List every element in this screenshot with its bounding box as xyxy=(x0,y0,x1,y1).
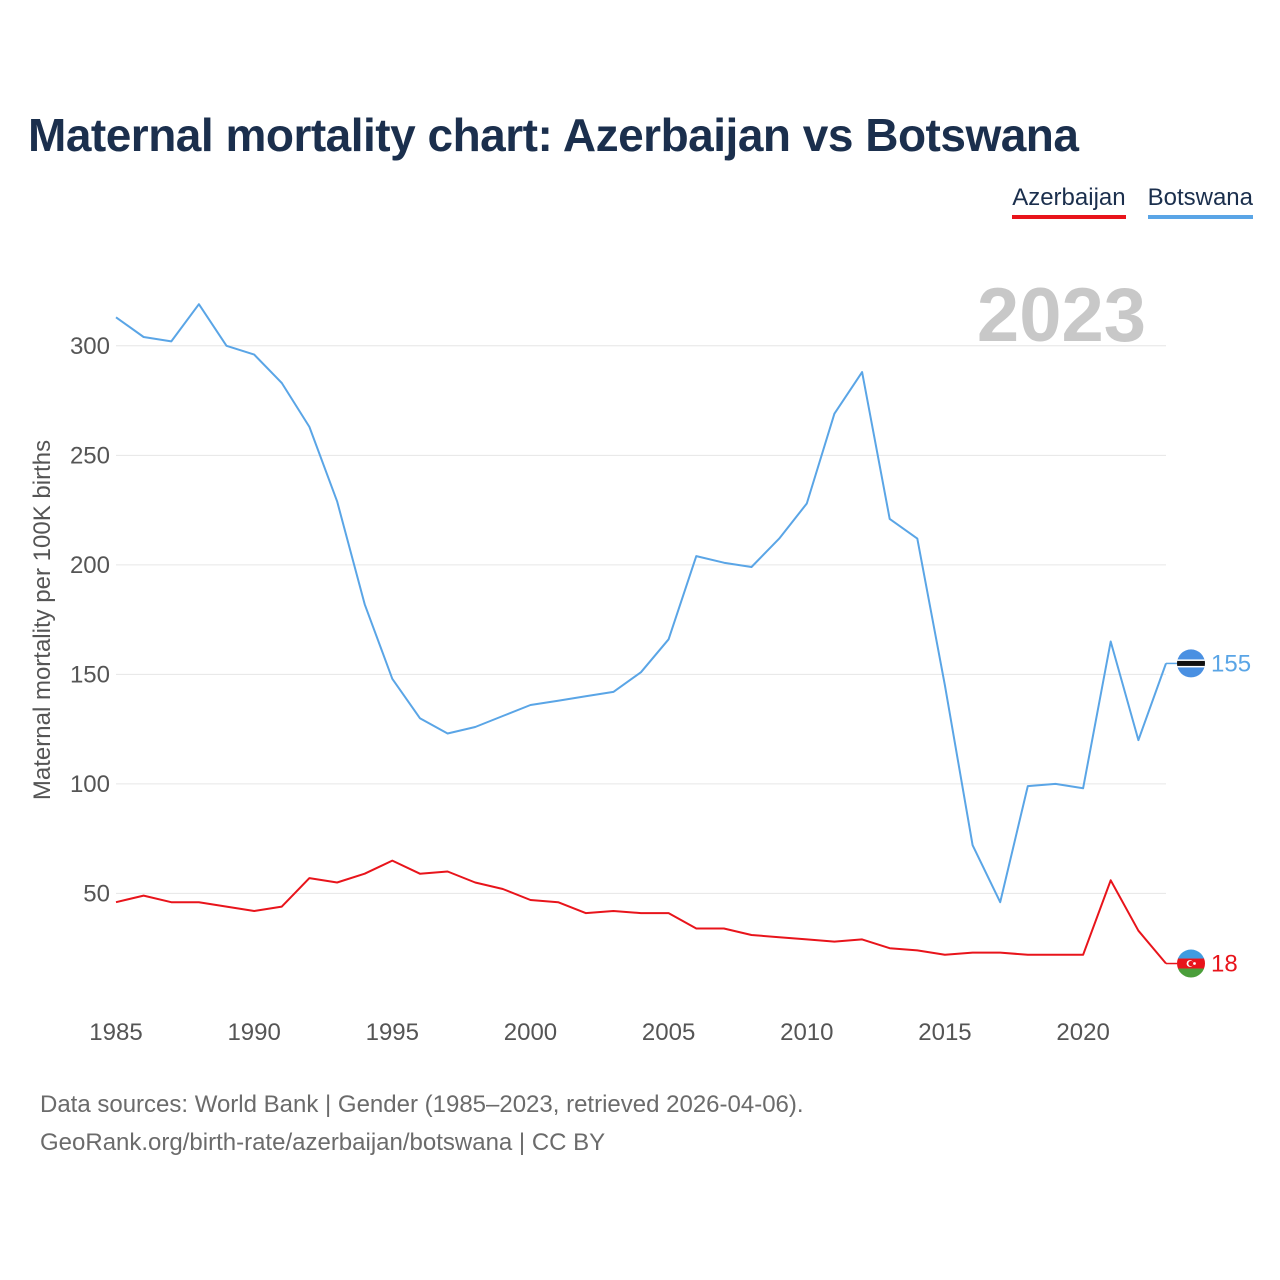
y-axis-ticks: 50 100 150 200 250 300 xyxy=(70,333,110,908)
x-tick-label: 2020 xyxy=(1056,1019,1109,1046)
x-tick-label: 1995 xyxy=(366,1019,419,1046)
x-tick-label: 2010 xyxy=(780,1019,833,1046)
series-line-botswana[interactable] xyxy=(115,303,1167,904)
flag-icon-botswana xyxy=(1166,649,1205,678)
line-chart: 2023 50 100 150 200 250 300 1985 1990 1995 2000 2… xyxy=(29,273,1251,1046)
y-tick-label: 200 xyxy=(70,552,110,579)
x-tick-label: 2015 xyxy=(918,1019,971,1046)
x-tick-label: 2005 xyxy=(642,1019,695,1046)
x-tick-label: 1990 xyxy=(227,1019,280,1046)
y-axis-label: Maternal mortality per 100K births xyxy=(29,440,56,800)
y-tick-label: 150 xyxy=(70,661,110,688)
year-watermark: 2023 xyxy=(977,273,1146,358)
legend: Azerbaijan Botswana xyxy=(1012,184,1253,219)
footer: Data sources: World Bank | Gender (1985–… xyxy=(40,1086,804,1162)
y-tick-label: 100 xyxy=(70,771,110,798)
end-label-botswana: 155 xyxy=(1211,650,1251,677)
x-tick-label: 1985 xyxy=(89,1019,142,1046)
y-tick-label: 50 xyxy=(83,880,110,907)
legend-item-botswana[interactable]: Botswana xyxy=(1147,184,1253,219)
y-tick-label: 300 xyxy=(70,333,110,360)
x-axis-ticks: 1985 1990 1995 2000 2005 2010 2015 2020 xyxy=(89,1019,1109,1046)
end-label-azerbaijan: 18 xyxy=(1211,951,1238,978)
series-line-azerbaijan[interactable] xyxy=(115,859,1167,965)
data-source-note: Data sources: World Bank | Gender (1985–… xyxy=(40,1091,804,1118)
chart-title: Maternal mortality chart: Azerbaijan vs … xyxy=(28,109,1079,161)
y-tick-label: 250 xyxy=(70,442,110,469)
source-url[interactable]: GeoRank.org/birth-rate/azerbaijan/botswa… xyxy=(40,1129,606,1156)
gridlines xyxy=(116,345,1166,894)
flag-icon-azerbaijan xyxy=(1166,949,1205,978)
series-end-markers: 18 155 xyxy=(1166,649,1251,978)
series-lines xyxy=(115,303,1167,965)
legend-item-azerbaijan[interactable]: Azerbaijan xyxy=(1012,184,1126,219)
x-tick-label: 2000 xyxy=(504,1019,557,1046)
